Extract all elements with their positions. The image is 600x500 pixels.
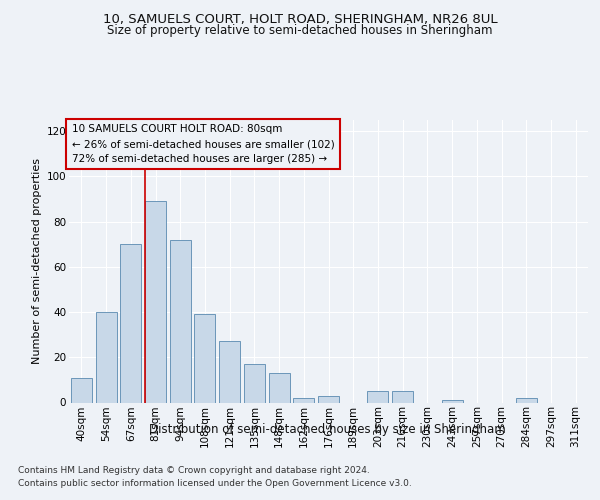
Bar: [71, 378, 92, 402]
Text: Size of property relative to semi-detached houses in Sheringham: Size of property relative to semi-detach…: [107, 24, 493, 37]
Bar: [120, 244, 141, 402]
Text: 10, SAMUELS COURT, HOLT ROAD, SHERINGHAM, NR26 8UL: 10, SAMUELS COURT, HOLT ROAD, SHERINGHAM…: [103, 12, 497, 26]
Text: Contains HM Land Registry data © Crown copyright and database right 2024.: Contains HM Land Registry data © Crown c…: [18, 466, 370, 475]
Bar: [194, 314, 215, 402]
Text: Contains public sector information licensed under the Open Government Licence v3: Contains public sector information licen…: [18, 479, 412, 488]
Y-axis label: Number of semi-detached properties: Number of semi-detached properties: [32, 158, 43, 364]
Bar: [367, 391, 388, 402]
Bar: [392, 391, 413, 402]
Bar: [219, 342, 240, 402]
Bar: [244, 364, 265, 403]
Bar: [95, 312, 116, 402]
Bar: [170, 240, 191, 402]
Bar: [516, 398, 537, 402]
Bar: [145, 202, 166, 402]
Bar: [269, 373, 290, 402]
Bar: [318, 396, 339, 402]
Bar: [442, 400, 463, 402]
Text: 10 SAMUELS COURT HOLT ROAD: 80sqm
← 26% of semi-detached houses are smaller (102: 10 SAMUELS COURT HOLT ROAD: 80sqm ← 26% …: [71, 124, 334, 164]
Bar: [293, 398, 314, 402]
Text: Distribution of semi-detached houses by size in Sheringham: Distribution of semi-detached houses by …: [149, 422, 505, 436]
